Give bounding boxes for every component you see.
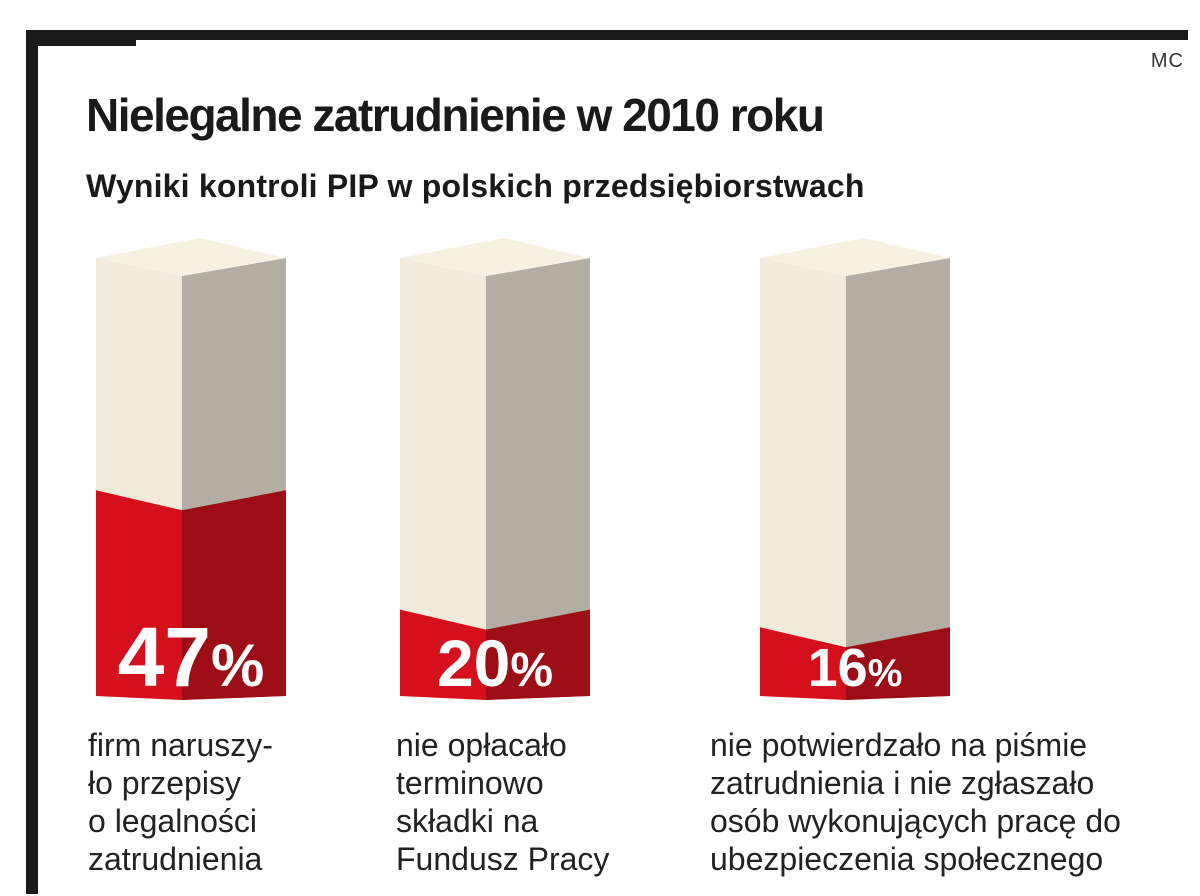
- category-line: Fundusz Pracy: [396, 841, 610, 877]
- category-line: ło przepisy: [88, 765, 241, 801]
- bar-value-front: [96, 490, 182, 700]
- column-front: [760, 258, 846, 700]
- frame-left-rule-lower: [26, 134, 38, 894]
- bar-value-front: [400, 609, 486, 700]
- bar-value-side: [182, 490, 286, 700]
- column-front: [400, 258, 486, 700]
- bar-value-side: [846, 627, 950, 700]
- chart-title: Nielegalne zatrudnienie w 2010 roku: [86, 89, 825, 141]
- category-line: o legalności: [88, 803, 257, 839]
- frame-corner: [26, 30, 136, 46]
- column-top: [760, 238, 950, 276]
- category-line: zatrudnienia i nie zgłaszało: [710, 765, 1095, 801]
- category-description-2: nie opłacało terminowo składki na Fundus…: [396, 726, 609, 878]
- category-line: ubezpieczenia społecznego: [710, 841, 1104, 877]
- column-side: [846, 258, 950, 700]
- bar-value-label: 16%: [808, 638, 903, 698]
- category-line: składki na: [396, 803, 539, 839]
- category-line: osób wykonujących pracę do: [710, 803, 1121, 839]
- bar-value-label: 47%: [118, 610, 265, 704]
- frame-left-rule: [26, 30, 38, 134]
- frame-top-rule: [26, 30, 1188, 40]
- column-side: [486, 258, 590, 700]
- category-description-1: firm naruszy- ło przepisy o legalności z…: [88, 726, 273, 878]
- bar-value-side: [486, 609, 590, 700]
- category-description-3: nie potwierdzało na piśmie zatrudnienia …: [710, 726, 1121, 878]
- column-top: [96, 238, 286, 276]
- author-credit: MC: [1150, 50, 1184, 72]
- category-line: nie opłacało: [396, 727, 567, 763]
- column-top: [400, 238, 590, 276]
- category-line: terminowo: [396, 765, 544, 801]
- chart-subtitle: Wyniki kontroli PIP w polskich przedsięb…: [86, 168, 865, 204]
- category-line: nie potwierdzało na piśmie: [710, 727, 1088, 763]
- category-line: firm naruszy-: [88, 727, 273, 763]
- bar-value-front: [760, 627, 846, 700]
- bar-value-label: 20%: [437, 626, 553, 700]
- category-line: zatrudnienia: [88, 841, 263, 877]
